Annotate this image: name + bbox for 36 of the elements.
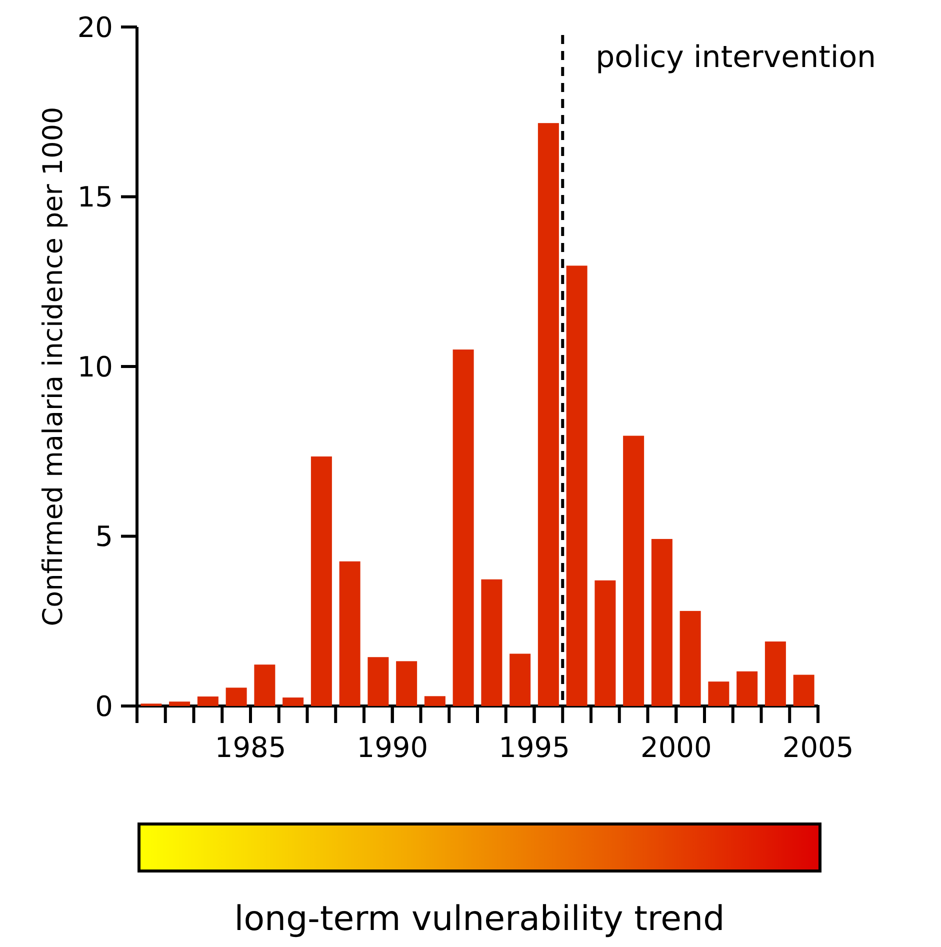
bar (254, 664, 276, 706)
bar (594, 580, 616, 706)
bar (764, 641, 786, 706)
y-tick-label: 5 (95, 520, 113, 554)
x-tick-label: 2005 (782, 730, 854, 764)
y-tick-label: 15 (77, 180, 113, 214)
color-bar-title: long-term vulnerability trend (234, 899, 725, 939)
x-tick-label: 1990 (356, 730, 428, 764)
bar (310, 456, 332, 706)
bar (538, 123, 559, 706)
y-tick-label: 20 (77, 10, 113, 44)
y-axis-title: Confirmed malaria incidence per 1000 (38, 106, 69, 626)
bar (708, 682, 730, 706)
x-tick-label: 1995 (498, 730, 570, 764)
bar (566, 266, 588, 706)
bar (169, 702, 190, 706)
bar (481, 579, 502, 706)
bar (424, 696, 446, 706)
bar (339, 561, 360, 706)
bar (680, 610, 701, 706)
x-tick-label: 1985 (214, 730, 286, 764)
bar (226, 688, 247, 706)
y-tick-label: 10 (77, 350, 113, 384)
y-tick-label: 0 (95, 690, 113, 723)
bar (282, 698, 304, 706)
bar (510, 654, 531, 706)
bar (736, 671, 758, 706)
bar (651, 538, 672, 706)
ref-line-label: policy intervention (596, 40, 876, 75)
bar (396, 661, 418, 706)
bar (623, 436, 644, 706)
x-tick-label: 2000 (640, 730, 712, 764)
bar (452, 350, 474, 706)
bar (793, 674, 814, 706)
bar (368, 657, 389, 706)
bar (197, 696, 218, 706)
